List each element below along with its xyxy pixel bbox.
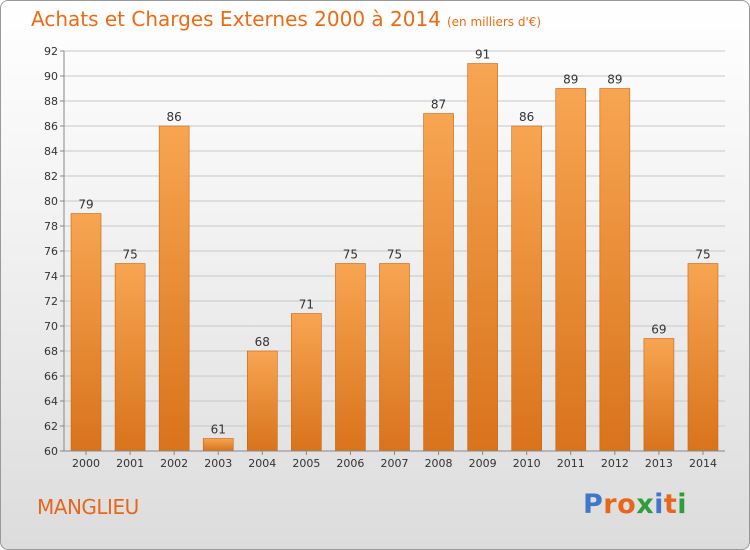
y-tick-label: 88 <box>44 95 58 108</box>
data-label-2014: 75 <box>695 248 710 262</box>
x-tick-label-2009: 2009 <box>469 457 497 470</box>
x-tick-label-2006: 2006 <box>336 457 364 470</box>
data-label-2008: 87 <box>431 98 446 112</box>
bar-2000 <box>70 213 102 452</box>
y-tick-label: 68 <box>44 345 58 358</box>
x-tick-label-2002: 2002 <box>160 457 188 470</box>
x-tick-label-2011: 2011 <box>557 457 585 470</box>
x-tick-label-2013: 2013 <box>645 457 673 470</box>
y-tick-label: 70 <box>44 320 58 333</box>
data-label-2000: 79 <box>78 198 93 212</box>
bar-2002 <box>158 125 190 452</box>
y-tick-label: 78 <box>44 220 58 233</box>
y-tick-label: 62 <box>44 420 58 433</box>
x-tick-label-2004: 2004 <box>248 457 276 470</box>
data-label-2002: 86 <box>167 110 182 124</box>
title-text: Achats et Charges Externes 2000 à 2014 <box>31 7 441 31</box>
bar-2009 <box>467 63 498 452</box>
data-label-2011: 89 <box>563 73 578 87</box>
x-axis: 2000 2001 2002 2003 2004 2005 2006 2007 2008 2009… <box>64 450 725 470</box>
y-tick-label: 66 <box>44 370 58 383</box>
y-tick-label: 90 <box>44 70 58 83</box>
data-label-2007: 75 <box>387 248 402 262</box>
logo-letter: x <box>636 489 655 520</box>
data-label-2006: 75 <box>343 248 358 262</box>
bar-2012 <box>599 88 631 452</box>
location-label: MANGLIEU <box>37 495 139 519</box>
bar-2001 <box>114 263 146 452</box>
logo-letter: P <box>583 489 604 520</box>
logo-letter: t <box>663 489 678 520</box>
bar-2003 <box>202 438 234 452</box>
bar-2005 <box>291 313 322 452</box>
data-label-2004: 68 <box>255 335 270 349</box>
x-tick-label-2003: 2003 <box>204 457 232 470</box>
x-tick-label-2005: 2005 <box>292 457 320 470</box>
data-label-2013: 69 <box>651 323 666 337</box>
y-tick-label: 76 <box>44 245 58 258</box>
data-label-2005: 71 <box>299 298 314 312</box>
x-tick-label-2012: 2012 <box>601 457 629 470</box>
proxiti-logo[interactable]: Proxiti <box>583 489 687 520</box>
data-label-2003: 61 <box>211 423 226 437</box>
y-tick-label: 92 <box>44 45 58 58</box>
bar-2010 <box>511 125 543 452</box>
bar-2004 <box>247 350 278 452</box>
bar-2014 <box>687 263 719 452</box>
logo-letter: i <box>677 489 688 520</box>
y-tick-label: 60 <box>44 445 58 458</box>
chart-title: Achats et Charges Externes 2000 à 2014 (e… <box>31 7 541 31</box>
bar-2006 <box>335 263 366 452</box>
x-tick-label-2010: 2010 <box>513 457 541 470</box>
x-tick-label-2014: 2014 <box>689 457 717 470</box>
data-label-2010: 86 <box>519 110 534 124</box>
y-axis: 60 62 64 66 68 70 72 74 76 78 80 82 84 86 88 90 92 <box>44 45 65 458</box>
bar-2011 <box>555 88 587 452</box>
unit-label: (en milliers d'€) <box>446 15 542 29</box>
y-tick-label: 64 <box>44 395 58 408</box>
logo-letter: i <box>654 489 664 520</box>
y-tick-label: 74 <box>44 270 58 283</box>
y-tick-label: 82 <box>44 170 58 183</box>
bars <box>70 63 719 452</box>
y-tick-label: 72 <box>44 295 58 308</box>
data-label-2012: 89 <box>607 73 622 87</box>
logo-letter: o <box>617 489 637 520</box>
x-tick-label-2001: 2001 <box>116 457 144 470</box>
bar-2007 <box>379 263 410 452</box>
data-labels: 79 75 86 61 68 71 75 75 87 91 86 89 89 69 75 <box>78 48 710 437</box>
data-label-2009: 91 <box>475 48 490 62</box>
x-tick-label-2000: 2000 <box>72 457 100 470</box>
x-tick-label-2007: 2007 <box>381 457 409 470</box>
y-tick-label: 84 <box>44 145 58 158</box>
data-label-2001: 75 <box>122 248 137 262</box>
x-tick-label-2008: 2008 <box>425 457 453 470</box>
y-tick-label: 86 <box>44 120 58 133</box>
logo-letter: r <box>603 489 618 520</box>
bar-2013 <box>643 338 675 452</box>
bar-2008 <box>423 113 454 452</box>
y-tick-label: 80 <box>44 195 58 208</box>
